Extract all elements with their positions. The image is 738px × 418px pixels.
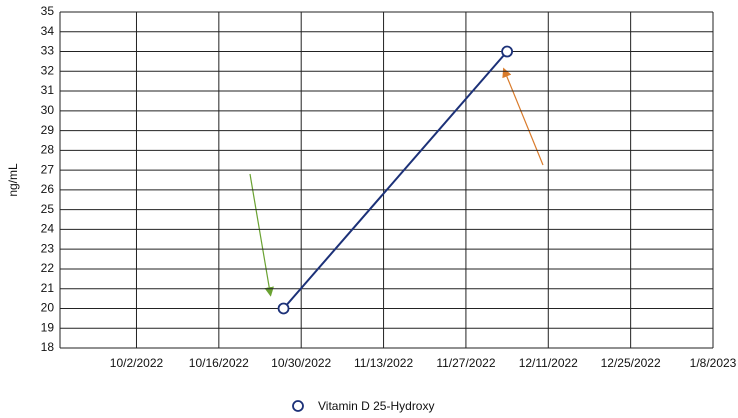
x-tick-label: 11/13/2022 [354,356,413,370]
y-tick-label: 30 [41,103,55,117]
y-tick-label: 29 [41,123,55,137]
annotation-arrow [249,173,274,297]
y-tick-label: 19 [41,320,55,334]
x-tick-label: 1/8/2023 [690,356,737,370]
x-tick-label: 12/11/2022 [519,356,578,370]
y-tick-label: 22 [41,261,55,275]
data-point [501,45,513,58]
y-tick-label: 25 [41,202,55,216]
y-axis-label: ng/mL [6,163,20,197]
x-tick-label: 11/27/2022 [436,356,495,370]
y-tick-label: 21 [41,281,55,295]
y-tick-label: 20 [41,301,55,315]
y-tick-label: 28 [41,143,55,157]
y-tick-label: 35 [41,4,55,18]
data-point [277,302,290,315]
y-tick-label: 27 [41,162,55,176]
data-line [282,50,508,310]
legend-label: Vitamin D 25-Hydroxy [318,399,434,413]
y-tick-label: 24 [41,222,55,236]
y-tick-label: 34 [41,24,55,38]
x-tick-label: 10/2/2022 [110,356,164,370]
y-tick-label: 33 [41,44,55,58]
x-tick-label: 10/30/2022 [271,356,331,370]
annotation-arrow [502,67,544,166]
y-tick-label: 32 [41,63,55,77]
x-tick-label: 10/16/2022 [189,356,249,370]
y-tick-label: 31 [41,83,55,97]
y-tick-label: 18 [41,340,55,354]
y-tick-label: 26 [41,182,55,196]
legend-marker [292,400,304,412]
x-tick-label: 12/25/2022 [601,356,661,370]
y-tick-label: 23 [41,241,55,255]
